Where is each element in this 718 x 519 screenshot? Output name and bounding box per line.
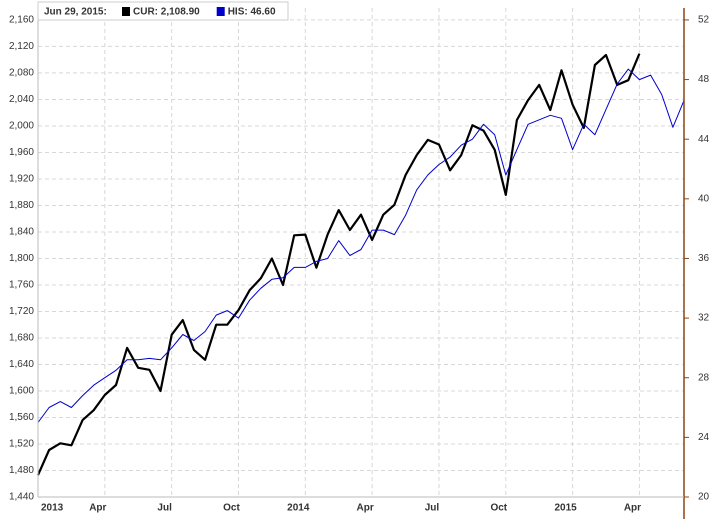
y-tick-label: 1,600 [9, 386, 34, 397]
series-line [36, 53, 641, 476]
x-tick-label: Apr [357, 503, 374, 514]
y-tick-label: 1,800 [9, 253, 34, 264]
legend-swatch [122, 7, 130, 16]
y2-tick-label: 24 [698, 432, 710, 443]
y-tick-label: 2,040 [9, 94, 34, 105]
x-tick-label: Jul [425, 503, 440, 514]
grid [38, 8, 684, 498]
y2-tick-label: 48 [698, 74, 710, 85]
y-tick-label: 2,120 [9, 41, 34, 52]
y-tick-label: 2,160 [9, 15, 34, 26]
legend-swatch [216, 7, 225, 16]
y-tick-label: 2,000 [9, 121, 34, 132]
y-tick-label: 1,880 [9, 200, 34, 211]
y-tick-label: 1,480 [9, 465, 34, 476]
legend-label: HIS: 46.60 [228, 7, 276, 18]
y2-tick-label: 36 [698, 253, 710, 264]
lines [36, 53, 685, 476]
x-tick-label: 2014 [287, 503, 310, 514]
y2-tick-label: 32 [698, 313, 710, 324]
x-tick-label: Oct [490, 503, 507, 514]
y-tick-label: 1,960 [9, 147, 34, 158]
header-box [37, 1, 289, 21]
x-tick-label: 2015 [554, 503, 577, 514]
legend-label: CUR: 2,108.90 [133, 7, 200, 18]
y2-tick-label: 20 [698, 492, 710, 503]
y-tick-label: 1,440 [9, 492, 34, 503]
y-tick-label: 1,840 [9, 227, 34, 238]
x-tick-label: Apr [624, 503, 641, 514]
header-date: Jun 29, 2015: [44, 7, 107, 18]
y-tick-label: 1,520 [9, 439, 34, 450]
y-tick-label: 1,640 [9, 359, 34, 370]
series-line [37, 68, 685, 423]
y-tick-label: 1,920 [9, 174, 34, 185]
x-tick-label: Oct [223, 503, 240, 514]
y2-tick-label: 52 [698, 15, 710, 26]
y-tick-label: 1,560 [9, 412, 34, 423]
x-tick-label: 2013 [41, 503, 64, 514]
y-tick-label: 1,680 [9, 333, 34, 344]
axes: 1,440 1,480 1,520 1,560 1,600 1,640 1,680 1,720… [9, 8, 710, 519]
x-tick-label: Apr [89, 503, 106, 514]
y-tick-label: 1,760 [9, 280, 34, 291]
y-tick-label: 1,720 [9, 306, 34, 317]
y2-tick-label: 40 [698, 193, 710, 204]
y-tick-label: 2,080 [9, 68, 34, 79]
y2-tick-label: 28 [698, 372, 710, 383]
x-tick-label: Jul [157, 503, 172, 514]
y2-tick-label: 44 [698, 134, 710, 145]
